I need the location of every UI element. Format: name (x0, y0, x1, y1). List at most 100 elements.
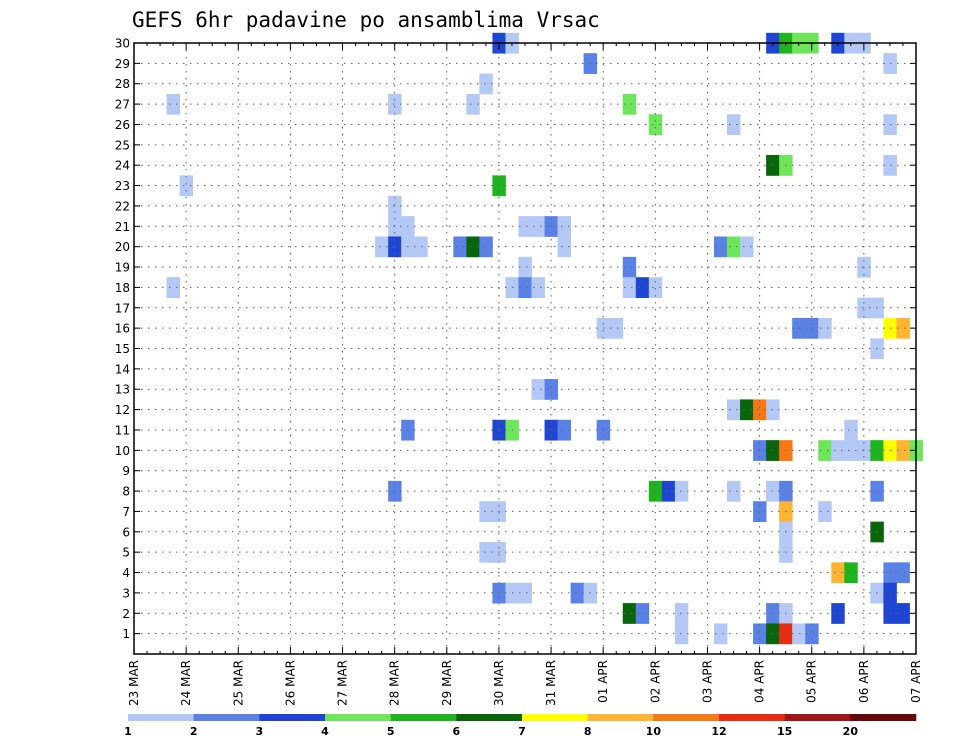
precip-cell (414, 236, 427, 257)
colorbar-label: 12 (711, 725, 726, 738)
precip-cell (388, 94, 401, 115)
y-tick-label: 30 (115, 37, 130, 51)
precip-cell (479, 542, 492, 563)
precip-cell (545, 379, 558, 400)
colorbar-swatch (325, 714, 391, 721)
colorbar-label: 10 (646, 725, 662, 738)
colorbar-label: 20 (843, 725, 859, 738)
y-tick-label: 11 (115, 423, 130, 437)
colorbar-label: 15 (777, 725, 792, 738)
precip-cell (792, 318, 805, 339)
precip-cell (636, 603, 649, 624)
precip-cell (675, 603, 688, 624)
y-tick-label: 25 (115, 138, 130, 152)
x-tick-label: 23 MAR (127, 660, 141, 706)
precip-cell (831, 603, 844, 624)
y-tick-label: 26 (115, 118, 130, 132)
y-tick-label: 23 (115, 179, 130, 193)
colorbar-swatch (522, 714, 588, 721)
y-tick-label: 4 (122, 566, 130, 580)
precip-cell (766, 603, 779, 624)
colorbar-swatch (653, 714, 719, 721)
y-tick-label: 28 (115, 77, 130, 91)
x-tick-label: 02 APR (648, 660, 662, 703)
precip-cell (636, 277, 649, 298)
y-tick-label: 12 (115, 403, 130, 417)
x-tick-label: 07 APR (909, 660, 923, 703)
colorbar-label: 6 (453, 725, 461, 738)
precip-cell (167, 277, 180, 298)
precip-cell (388, 196, 401, 217)
precip-cell (453, 236, 466, 257)
x-tick-label: 04 APR (753, 660, 767, 703)
colorbar-label: 4 (321, 725, 329, 738)
x-tick-label: 31 MAR (544, 660, 558, 706)
x-tick-label: 30 MAR (492, 660, 506, 706)
y-tick-label: 19 (115, 261, 130, 275)
colorbar-swatch (259, 714, 325, 721)
precip-cell (831, 440, 844, 461)
y-axis-tick-labels: 1234567891011121314151617181920212223242… (115, 37, 130, 642)
y-tick-label: 29 (115, 57, 130, 71)
colorbar-label: 3 (256, 725, 264, 738)
colorbar-swatch (719, 714, 785, 721)
precip-cell (479, 501, 492, 522)
x-tick-label: 03 APR (700, 660, 714, 703)
y-tick-label: 8 (122, 485, 130, 499)
colorbar-swatch (785, 714, 851, 721)
grid-lines (134, 43, 916, 654)
precip-cell (167, 94, 180, 115)
y-tick-label: 6 (122, 525, 130, 539)
precip-cell (479, 74, 492, 95)
x-axis-tick-labels: 23 MAR 24 MAR 25 MAR 26 MAR 27 MAR 28 MAR 29 M… (127, 660, 923, 706)
y-tick-label: 15 (115, 342, 130, 356)
colorbar-label: 5 (387, 725, 395, 738)
colorbar-swatch (194, 714, 260, 721)
precip-cell (766, 440, 779, 461)
precip-cell (479, 236, 492, 257)
colorbar-swatch (456, 714, 522, 721)
y-tick-label: 17 (115, 301, 130, 315)
precip-cell (831, 562, 844, 583)
colorbar-swatch (128, 714, 194, 721)
precip-cell (545, 420, 558, 441)
y-tick-label: 1 (122, 627, 130, 641)
y-tick-label: 27 (115, 98, 130, 112)
x-tick-label: 01 APR (596, 660, 610, 703)
y-tick-label: 22 (115, 199, 130, 213)
y-tick-label: 24 (115, 159, 130, 173)
x-tick-label: 24 MAR (179, 660, 193, 706)
y-tick-label: 18 (115, 281, 130, 295)
colorbar-legend: 1 2 3 4 5 6 7 8 10 12 15 20 (124, 714, 916, 738)
precip-cell (675, 481, 688, 502)
precip-cell (766, 399, 779, 420)
colorbar-label: 1 (124, 725, 132, 738)
colorbar-label: 8 (584, 725, 592, 738)
x-tick-label: 25 MAR (231, 660, 245, 706)
plot-frame (134, 43, 916, 654)
y-tick-label: 2 (122, 607, 130, 621)
precip-cell (610, 318, 623, 339)
precip-cell (675, 623, 688, 644)
y-tick-label: 7 (122, 505, 130, 519)
chart-title: GEFS 6hr padavine po ansamblima Vrsac (132, 8, 600, 32)
y-tick-label: 14 (115, 362, 130, 376)
y-tick-label: 21 (115, 220, 130, 234)
precip-cell (792, 623, 805, 644)
y-tick-label: 13 (115, 383, 130, 397)
x-tick-label: 27 MAR (336, 660, 350, 706)
y-tick-label: 3 (122, 586, 130, 600)
precipitation-cells (167, 33, 923, 644)
x-tick-label: 05 APR (805, 660, 819, 703)
colorbar-swatch (391, 714, 457, 721)
precip-cell (766, 155, 779, 176)
axis-ticks (134, 43, 916, 654)
precip-cell (766, 481, 779, 502)
x-tick-label: 28 MAR (388, 660, 402, 706)
precip-cell (857, 298, 870, 319)
precip-cell (766, 623, 779, 644)
y-tick-label: 16 (115, 322, 130, 336)
colorbar-swatch (588, 714, 654, 721)
colorbar-label: 2 (190, 725, 198, 738)
